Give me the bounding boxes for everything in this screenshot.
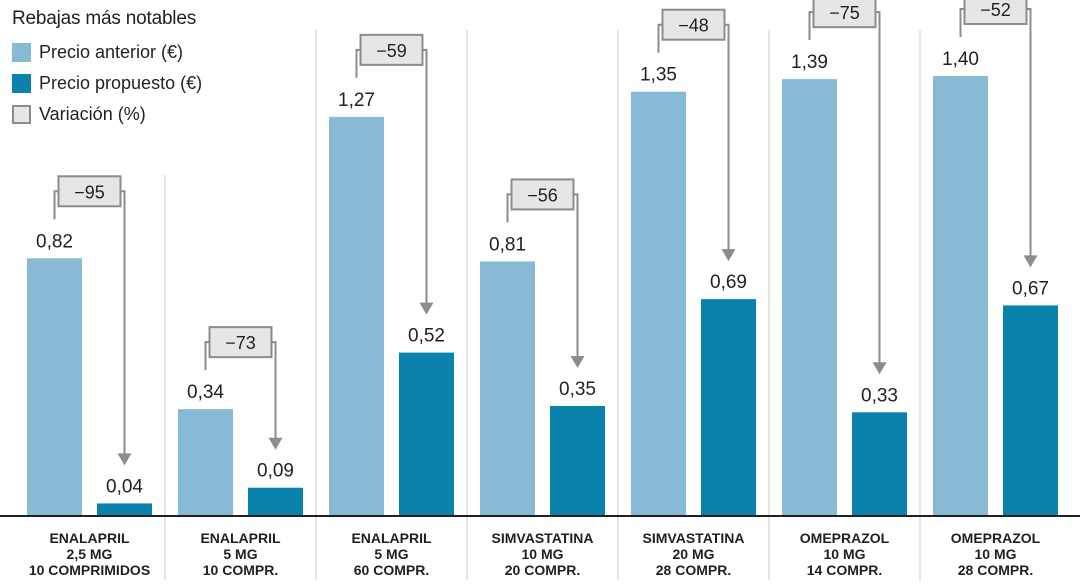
value-label-proposed: 0,67	[1012, 278, 1049, 299]
category-label: OMEPRAZOL	[800, 530, 890, 546]
variation-arrowhead	[721, 249, 736, 262]
category-label: 14 COMPR.	[807, 562, 882, 578]
variation-box	[208, 326, 273, 359]
legend-label-previous: Precio anterior (€)	[39, 42, 184, 62]
category-label: 28 COMPR.	[656, 562, 731, 578]
variation-box	[812, 0, 877, 29]
variation-label: −73	[225, 333, 256, 353]
legend-item-proposed: Precio propuesto (€)	[12, 68, 202, 99]
variation-label: −75	[829, 3, 860, 23]
variation-label: −59	[376, 41, 407, 61]
variation-label: −95	[74, 182, 105, 202]
variation-arrowhead	[570, 356, 585, 368]
category-label: 10 COMPR.	[203, 562, 278, 578]
variation-box	[661, 8, 726, 41]
category-label: 10 MG	[974, 546, 1016, 562]
bar-proposed	[399, 352, 454, 516]
bar-proposed	[852, 412, 907, 516]
legend-item-previous: Precio anterior (€)	[12, 37, 202, 68]
bar-proposed	[701, 299, 756, 516]
variation-box	[510, 178, 575, 211]
category-label: 10 MG	[521, 546, 563, 562]
category-label: ENALAPRIL	[200, 530, 281, 546]
value-label-proposed: 0,33	[861, 385, 898, 406]
variation-label: −56	[527, 185, 558, 205]
legend-swatch-previous	[12, 43, 31, 62]
value-label-previous: 1,40	[942, 49, 979, 70]
bar-previous	[178, 409, 233, 516]
category-label: 20 COMPR.	[505, 562, 580, 578]
value-label-previous: 1,35	[640, 65, 677, 86]
category-label: ENALAPRIL	[49, 530, 130, 546]
legend-title: Rebajas más notables	[12, 8, 196, 29]
category-label: 28 COMPR.	[958, 562, 1033, 578]
bar-previous	[480, 261, 535, 516]
bar-proposed	[97, 503, 152, 516]
legend-swatch-variation	[12, 105, 31, 124]
category-label: SIMVASTATINA	[643, 530, 745, 546]
bar-previous	[27, 258, 82, 516]
bar-proposed	[1003, 305, 1058, 516]
bar-previous	[933, 76, 988, 516]
value-label-proposed: 0,09	[257, 461, 294, 482]
bar-proposed	[248, 487, 303, 516]
variation-arrowhead	[117, 453, 132, 466]
legend: Rebajas más notables Precio anterior (€)…	[12, 8, 202, 130]
category-label: OMEPRAZOL	[951, 530, 1041, 546]
variation-box	[359, 33, 424, 66]
variation-arrowhead	[872, 362, 887, 375]
legend-item-variation: Variación (%)	[12, 99, 202, 130]
value-label-previous: 1,39	[791, 52, 828, 73]
category-label: 10 MG	[823, 546, 865, 562]
value-label-proposed: 0,69	[710, 272, 747, 293]
variation-label: −48	[678, 16, 709, 36]
value-label-previous: 0,81	[489, 234, 526, 255]
category-label: 10 COMPRIMIDOS	[29, 562, 150, 578]
bar-previous	[329, 116, 384, 516]
variation-box	[57, 175, 122, 208]
value-label-proposed: 0,35	[559, 379, 596, 400]
category-label: 5 MG	[374, 546, 408, 562]
value-label-proposed: 0,04	[106, 476, 143, 497]
category-label: ENALAPRIL	[351, 530, 432, 546]
variation-arrowhead	[1023, 255, 1038, 268]
value-label-previous: 0,34	[187, 382, 224, 403]
category-label: 2,5 MG	[67, 546, 113, 562]
legend-label-proposed: Precio propuesto (€)	[39, 73, 203, 93]
legend-swatch-proposed	[12, 74, 31, 93]
variation-arrowhead	[419, 302, 434, 315]
variation-label: −52	[980, 0, 1011, 20]
bar-previous	[631, 91, 686, 516]
category-label: 20 MG	[672, 546, 714, 562]
value-label-previous: 1,27	[338, 90, 375, 111]
legend-label-variation: Variación (%)	[39, 104, 146, 124]
category-label: SIMVASTATINA	[492, 530, 594, 546]
bar-previous	[782, 79, 837, 517]
category-label: 60 COMPR.	[354, 562, 429, 578]
value-label-previous: 0,82	[36, 231, 73, 252]
value-label-proposed: 0,52	[408, 326, 445, 347]
category-label: 5 MG	[223, 546, 257, 562]
variation-arrowhead	[268, 437, 283, 450]
bar-proposed	[550, 406, 605, 516]
variation-box	[963, 0, 1028, 25]
